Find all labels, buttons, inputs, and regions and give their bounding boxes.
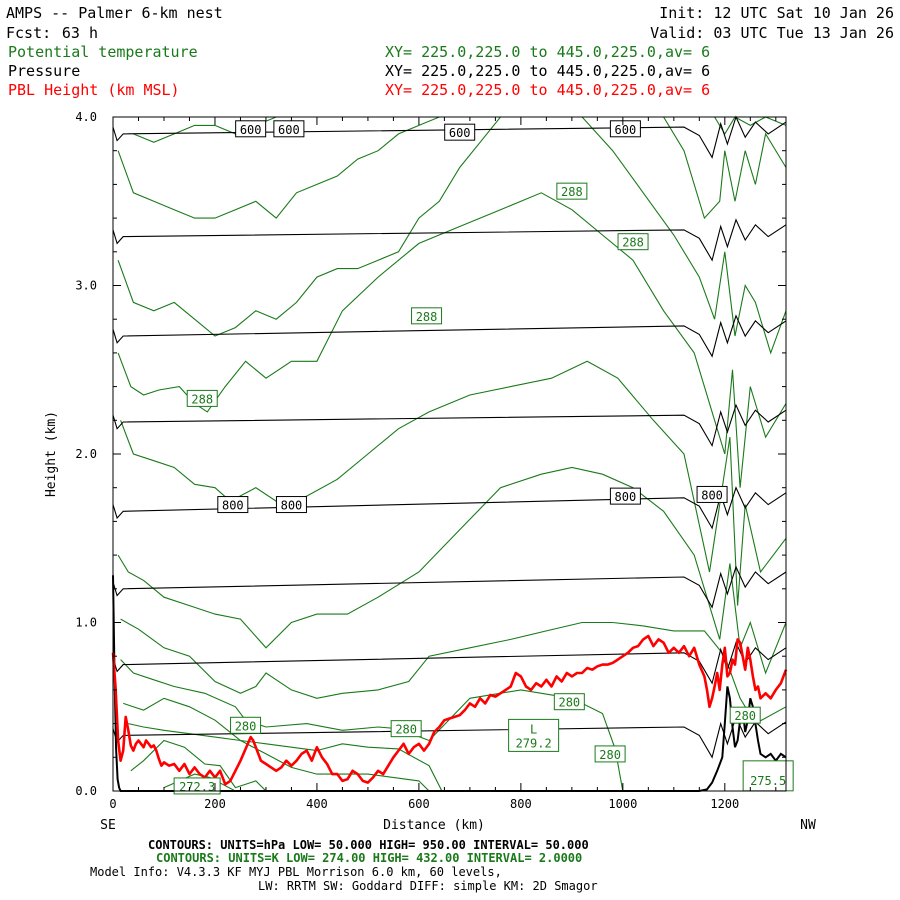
theta-contour-286: [120, 360, 787, 606]
forecast-hours: 63 h: [62, 24, 98, 42]
pressure-label-box: [235, 120, 267, 138]
theta-label: 288: [191, 392, 213, 406]
theta-label: 272.3: [179, 780, 215, 794]
theta-contours: [117, 116, 787, 792]
pressure-label: 800: [281, 499, 303, 513]
theta-contour-296: [663, 116, 787, 220]
theta-label: 280: [235, 719, 257, 733]
valid-time: Valid: 03 UTC Tue 13 Jan 26: [650, 24, 894, 42]
pressure-label: 600: [278, 123, 300, 137]
legend-pbl-name: PBL Height (km MSL): [8, 81, 180, 99]
pressure-contour-800: [112, 486, 787, 530]
contour-labels: 600 600 600 600 800 800 800 800 288 288 288 288 280 2…: [173, 120, 794, 795]
pressure-contour-600: [112, 115, 787, 159]
y-tick-label: 3.0: [75, 279, 97, 293]
theta-minimum-value: 279.2: [516, 736, 552, 750]
theta-label: 288: [561, 185, 583, 199]
theta-label-box: [411, 307, 443, 325]
theta-contour-290: [117, 116, 787, 355]
pressure-contour-650: [112, 218, 787, 262]
theta-label: 280: [734, 709, 756, 723]
terrain-profile: [112, 575, 787, 792]
y-axis-label: Height (km): [44, 411, 59, 497]
theta-contour-288: [117, 192, 787, 488]
pressure-label-box: [444, 123, 476, 141]
pressure-label: 600: [449, 126, 471, 140]
pressure-label: 800: [615, 490, 637, 504]
x-left-direction: SE: [100, 818, 116, 833]
pressure-label: 800: [222, 499, 244, 513]
theta-label-box: [617, 233, 649, 251]
pressure-label: 600: [615, 123, 637, 137]
theta-minimum-box: [742, 760, 794, 792]
pressure-label: 800: [701, 488, 723, 502]
pressure-contour-700: [112, 314, 787, 358]
theta-label: 280: [558, 696, 580, 710]
x-right-direction: NW: [800, 818, 816, 833]
x-tick-label: 200: [204, 797, 226, 811]
theta-label-box: [553, 693, 585, 711]
footer-model-info: Model Info: V4.3.3 KF MYJ PBL Morrison 6…: [90, 865, 502, 879]
pbl-height-line: [111, 634, 788, 786]
pressure-contour-900: [112, 641, 787, 685]
theta-contour-274: [130, 739, 267, 792]
theta-contour-284: [117, 466, 787, 675]
theta-label-box: [186, 389, 218, 407]
pressure-contours: [112, 115, 787, 759]
theta-label: 288: [622, 236, 644, 250]
footer-theta-contours: CONTOURS: UNITS=K LOW= 274.00 HIGH= 432.…: [156, 851, 582, 865]
x-tick-label: 800: [510, 797, 532, 811]
x-tick-label: 400: [306, 797, 328, 811]
y-tick-label: 0.0: [75, 784, 97, 798]
legend-pressure-name: Pressure: [8, 62, 80, 80]
pressure-label-box: [273, 120, 305, 138]
footer-physics: LW: RRTM SW: Goddard DIFF: simple KM: 2D…: [258, 879, 598, 893]
theta-label-box: [729, 706, 761, 724]
y-tick-label: 2.0: [75, 447, 97, 461]
theta-minimum-value: 275.5: [750, 774, 786, 788]
model-title: AMPS -- Palmer 6-km nest: [6, 4, 223, 22]
theta-label: 288: [416, 310, 438, 324]
theta-label-box: [390, 720, 422, 738]
theta-minimum-box: [508, 718, 560, 752]
y-tick-label: 1.0: [75, 616, 97, 630]
theta-label-box: [594, 745, 626, 763]
theta-label: 280: [395, 723, 417, 737]
legend-theta-xy: XY= 225.0,225.0 to 445.0,225.0,av= 6: [385, 43, 710, 61]
pressure-label-box: [609, 120, 641, 138]
theta-label-box: [173, 777, 221, 795]
theta-contour-278: [123, 697, 430, 792]
init-time: Init: 12 UTC Sat 10 Jan 26: [659, 4, 894, 22]
theta-contour-276: [128, 723, 443, 792]
pbl-height-series: [111, 634, 788, 786]
theta-label-box: [230, 716, 262, 734]
pressure-label-box: [275, 496, 307, 514]
theta-label-box: [556, 182, 588, 200]
axes: 0 200 400 600 800 1000 1200 0.0 1.0 2.0 3.0 4.0: [75, 110, 786, 811]
pressure-label: 600: [240, 123, 262, 137]
legend-theta-name: Potential temperature: [8, 43, 198, 61]
pressure-label-box: [217, 496, 249, 514]
theta-contour-282: [120, 618, 787, 725]
y-tick-label: 4.0: [75, 110, 97, 124]
pressure-contour-850: [112, 565, 787, 609]
pressure-contour-750: [112, 403, 787, 448]
pressure-label-box: [609, 487, 641, 505]
legend-pbl-xy: XY= 225.0,225.0 to 445.0,225.0,av= 6: [385, 81, 710, 99]
theta-label: 280: [599, 748, 621, 762]
x-tick-label: 1000: [608, 797, 637, 811]
forecast-label: Fcst:: [6, 24, 51, 42]
x-tick-label: 0: [109, 797, 116, 811]
x-tick-label: 600: [408, 797, 430, 811]
footer-pressure-contours: CONTOURS: UNITS=hPa LOW= 50.000 HIGH= 95…: [148, 838, 589, 852]
terrain-line: [112, 575, 787, 792]
x-axis-label: Distance (km): [383, 818, 485, 833]
legend-pressure-xy: XY= 225.0,225.0 to 445.0,225.0,av= 6: [385, 62, 710, 80]
pressure-label-box: [696, 485, 728, 503]
theta-minimum-marker: L: [530, 722, 537, 736]
x-tick-label: 1200: [710, 797, 739, 811]
